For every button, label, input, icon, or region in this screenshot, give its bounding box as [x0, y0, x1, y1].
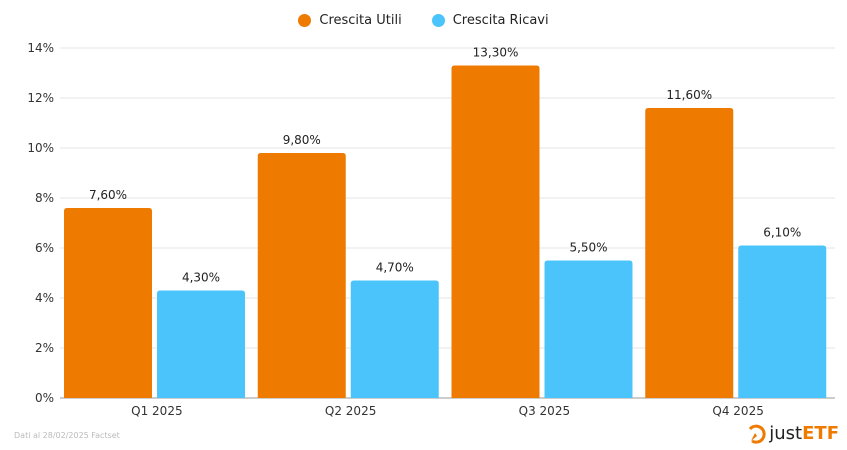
source-note: Dati al 28/02/2025 Factset: [14, 431, 120, 440]
bar: [157, 290, 245, 398]
legend-label: Crescita Utili: [319, 13, 402, 28]
legend-swatch: [431, 14, 445, 27]
data-label: 6,10%: [763, 226, 801, 240]
y-tick-label: 14%: [27, 41, 54, 55]
data-label: 4,70%: [376, 261, 414, 275]
data-label: 5,50%: [569, 241, 607, 255]
y-tick-label: 6%: [35, 241, 54, 255]
legend-item-ricavi[interactable]: Crescita Ricavi: [431, 13, 549, 28]
y-tick-label: 2%: [35, 341, 54, 355]
bar: [451, 65, 540, 398]
bar: [738, 245, 827, 398]
bar: [544, 260, 633, 398]
y-tick-label: 10%: [27, 141, 54, 155]
data-label: 4,30%: [182, 271, 220, 285]
y-tick-label: 12%: [27, 91, 54, 105]
bar: [257, 153, 346, 398]
legend-label: Crescita Ricavi: [452, 13, 549, 28]
data-label: 13,30%: [473, 46, 519, 60]
bar: [350, 280, 439, 398]
y-tick-label: 4%: [35, 291, 54, 305]
legend-swatch: [298, 14, 312, 27]
bar: [64, 208, 152, 398]
x-tick-label: Q1 2025: [131, 404, 182, 418]
y-tick-label: 8%: [35, 191, 54, 205]
x-tick-label: Q2 2025: [325, 404, 376, 418]
logo-icon: [749, 424, 766, 444]
data-label: 9,80%: [283, 133, 321, 147]
bar: [645, 108, 734, 398]
x-tick-label: Q3 2025: [519, 404, 570, 418]
y-tick-label: 0%: [35, 391, 54, 405]
legend-item-utili[interactable]: Crescita Utili: [298, 13, 402, 28]
logo-text-just: just: [769, 423, 803, 444]
legend: Crescita Utili Crescita Ricavi: [0, 13, 847, 28]
logo-text-etf: ETF: [802, 423, 839, 444]
data-label: 11,60%: [666, 88, 712, 102]
x-tick-label: Q4 2025: [712, 404, 763, 418]
justetf-logo: just ETF: [746, 423, 839, 444]
data-label: 7,60%: [89, 188, 127, 202]
